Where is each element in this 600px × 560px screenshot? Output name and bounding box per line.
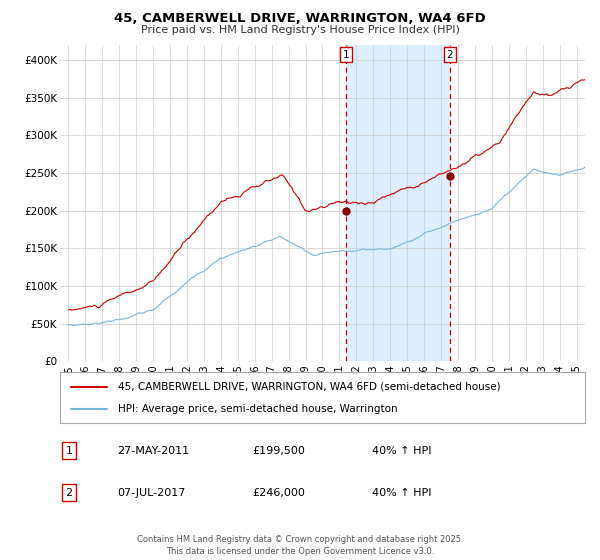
Text: 1: 1 [65,446,73,456]
Text: HPI: Average price, semi-detached house, Warrington: HPI: Average price, semi-detached house,… [118,404,397,414]
Text: 2: 2 [446,49,453,59]
Text: 40% ↑ HPI: 40% ↑ HPI [372,446,431,456]
Text: 2: 2 [65,488,73,498]
Text: 40% ↑ HPI: 40% ↑ HPI [372,488,431,498]
Text: Contains HM Land Registry data © Crown copyright and database right 2025.
This d: Contains HM Land Registry data © Crown c… [137,535,463,556]
Text: 07-JUL-2017: 07-JUL-2017 [117,488,185,498]
Text: £246,000: £246,000 [252,488,305,498]
Text: Price paid vs. HM Land Registry's House Price Index (HPI): Price paid vs. HM Land Registry's House … [140,25,460,35]
Text: 45, CAMBERWELL DRIVE, WARRINGTON, WA4 6FD: 45, CAMBERWELL DRIVE, WARRINGTON, WA4 6F… [114,12,486,25]
Text: 27-MAY-2011: 27-MAY-2011 [117,446,189,456]
Text: 45, CAMBERWELL DRIVE, WARRINGTON, WA4 6FD (semi-detached house): 45, CAMBERWELL DRIVE, WARRINGTON, WA4 6F… [118,381,500,391]
Text: £199,500: £199,500 [252,446,305,456]
Text: 1: 1 [343,49,350,59]
Bar [346,45,450,361]
